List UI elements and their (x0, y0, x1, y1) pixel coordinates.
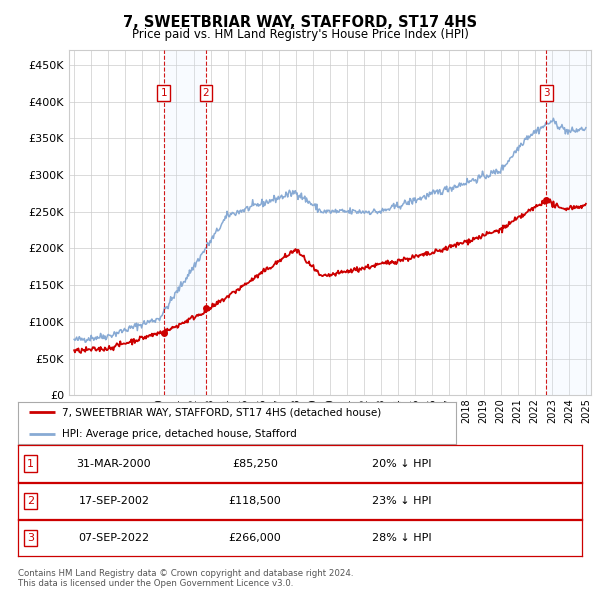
Text: 2: 2 (27, 496, 34, 506)
Bar (547, 50, 591, 395)
Text: 07-SEP-2022: 07-SEP-2022 (79, 533, 149, 543)
Text: Contains HM Land Registry data © Crown copyright and database right 2024.
This d: Contains HM Land Registry data © Crown c… (18, 569, 353, 588)
Bar (164, 50, 206, 395)
Text: 17-SEP-2002: 17-SEP-2002 (79, 496, 149, 506)
Text: Price paid vs. HM Land Registry's House Price Index (HPI): Price paid vs. HM Land Registry's House … (131, 28, 469, 41)
Text: £118,500: £118,500 (229, 496, 281, 506)
Text: 3: 3 (27, 533, 34, 543)
Text: 1: 1 (160, 88, 167, 99)
Text: 7, SWEETBRIAR WAY, STAFFORD, ST17 4HS: 7, SWEETBRIAR WAY, STAFFORD, ST17 4HS (123, 15, 477, 30)
Text: 20% ↓ HPI: 20% ↓ HPI (372, 459, 431, 468)
Text: £266,000: £266,000 (229, 533, 281, 543)
Text: 3: 3 (543, 88, 550, 99)
Text: £85,250: £85,250 (232, 459, 278, 468)
Text: 1: 1 (27, 459, 34, 468)
Text: HPI: Average price, detached house, Stafford: HPI: Average price, detached house, Staf… (62, 429, 296, 438)
Text: 23% ↓ HPI: 23% ↓ HPI (372, 496, 431, 506)
Text: 28% ↓ HPI: 28% ↓ HPI (372, 533, 431, 543)
Text: 31-MAR-2000: 31-MAR-2000 (77, 459, 151, 468)
Text: 2: 2 (202, 88, 209, 99)
Text: 7, SWEETBRIAR WAY, STAFFORD, ST17 4HS (detached house): 7, SWEETBRIAR WAY, STAFFORD, ST17 4HS (d… (62, 408, 381, 417)
